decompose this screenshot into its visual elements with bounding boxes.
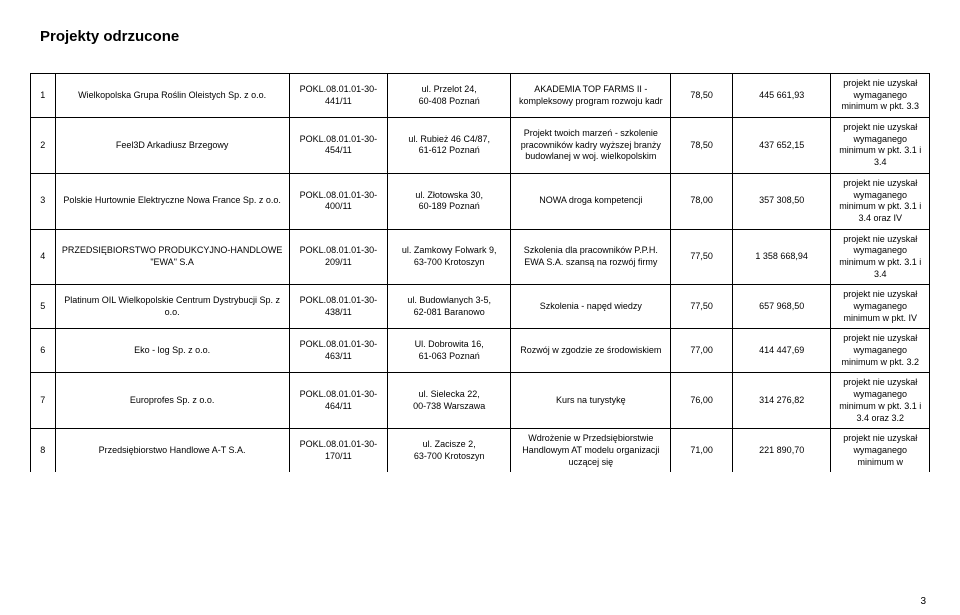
- score-cell: 77,00: [671, 329, 733, 373]
- amount-cell: 314 276,82: [732, 373, 831, 429]
- row-number: 8: [31, 429, 56, 473]
- row-number: 7: [31, 373, 56, 429]
- score-cell: 71,00: [671, 429, 733, 473]
- beneficiary-cell: Eko - log Sp. z o.o.: [55, 329, 289, 373]
- address-cell: ul. Zacisze 2, 63-700 Krotoszyn: [388, 429, 511, 473]
- page-number: 3: [920, 596, 926, 607]
- score-cell: 78,50: [671, 118, 733, 174]
- project-cell: NOWA droga kompetencji: [511, 173, 671, 229]
- beneficiary-cell: Platinum OIL Wielkopolskie Centrum Dystr…: [55, 285, 289, 329]
- beneficiary-cell: Polskie Hurtownie Elektryczne Nowa Franc…: [55, 173, 289, 229]
- row-number: 5: [31, 285, 56, 329]
- project-cell: AKADEMIA TOP FARMS II - kompleksowy prog…: [511, 74, 671, 118]
- reason-cell: projekt nie uzyskał wymaganego minimum w…: [831, 373, 930, 429]
- reason-cell: projekt nie uzyskał wymaganego minimum w: [831, 429, 930, 473]
- page-title: Projekty odrzucone: [40, 28, 930, 45]
- row-number: 3: [31, 173, 56, 229]
- beneficiary-cell: Europrofes Sp. z o.o.: [55, 373, 289, 429]
- score-cell: 78,00: [671, 173, 733, 229]
- code-cell: POKL.08.01.01-30-454/11: [289, 118, 388, 174]
- table-row: 5Platinum OIL Wielkopolskie Centrum Dyst…: [31, 285, 930, 329]
- amount-cell: 437 652,15: [732, 118, 831, 174]
- address-cell: Ul. Dobrowita 16, 61-063 Poznań: [388, 329, 511, 373]
- row-number: 1: [31, 74, 56, 118]
- beneficiary-cell: Feel3D Arkadiusz Brzegowy: [55, 118, 289, 174]
- reason-cell: projekt nie uzyskał wymaganego minimum w…: [831, 173, 930, 229]
- table-row: 6Eko - log Sp. z o.o.POKL.08.01.01-30-46…: [31, 329, 930, 373]
- code-cell: POKL.08.01.01-30-463/11: [289, 329, 388, 373]
- amount-cell: 357 308,50: [732, 173, 831, 229]
- project-cell: Szkolenia dla pracowników P.P.H. EWA S.A…: [511, 229, 671, 285]
- score-cell: 78,50: [671, 74, 733, 118]
- beneficiary-cell: Przedsiębiorstwo Handlowe A-T S.A.: [55, 429, 289, 473]
- amount-cell: 1 358 668,94: [732, 229, 831, 285]
- amount-cell: 414 447,69: [732, 329, 831, 373]
- score-cell: 77,50: [671, 285, 733, 329]
- score-cell: 76,00: [671, 373, 733, 429]
- table-row: 8Przedsiębiorstwo Handlowe A-T S.A.POKL.…: [31, 429, 930, 473]
- project-cell: Projekt twoich marzeń - szkolenie pracow…: [511, 118, 671, 174]
- row-number: 4: [31, 229, 56, 285]
- code-cell: POKL.08.01.01-30-438/11: [289, 285, 388, 329]
- project-cell: Kurs na turystykę: [511, 373, 671, 429]
- address-cell: ul. Zamkowy Folwark 9, 63-700 Krotoszyn: [388, 229, 511, 285]
- address-cell: ul. Rubież 46 C4/87, 61-612 Poznań: [388, 118, 511, 174]
- project-cell: Rozwój w zgodzie ze środowiskiem: [511, 329, 671, 373]
- table-row: 7Europrofes Sp. z o.o.POKL.08.01.01-30-4…: [31, 373, 930, 429]
- code-cell: POKL.08.01.01-30-400/11: [289, 173, 388, 229]
- amount-cell: 221 890,70: [732, 429, 831, 473]
- reason-cell: projekt nie uzyskał wymaganego minimum w…: [831, 118, 930, 174]
- project-cell: Szkolenia - napęd wiedzy: [511, 285, 671, 329]
- beneficiary-cell: Wielkopolska Grupa Roślin Oleistych Sp. …: [55, 74, 289, 118]
- address-cell: ul. Budowlanych 3-5, 62-081 Baranowo: [388, 285, 511, 329]
- amount-cell: 445 661,93: [732, 74, 831, 118]
- table-row: 3Polskie Hurtownie Elektryczne Nowa Fran…: [31, 173, 930, 229]
- code-cell: POKL.08.01.01-30-441/11: [289, 74, 388, 118]
- table-row: 1Wielkopolska Grupa Roślin Oleistych Sp.…: [31, 74, 930, 118]
- address-cell: ul. Sielecka 22, 00-738 Warszawa: [388, 373, 511, 429]
- reason-cell: projekt nie uzyskał wymaganego minimum w…: [831, 329, 930, 373]
- row-number: 2: [31, 118, 56, 174]
- address-cell: ul. Przelot 24, 60-408 Poznań: [388, 74, 511, 118]
- projects-table: 1Wielkopolska Grupa Roślin Oleistych Sp.…: [30, 73, 930, 472]
- address-cell: ul. Złotowska 30, 60-189 Poznań: [388, 173, 511, 229]
- row-number: 6: [31, 329, 56, 373]
- table-row: 2Feel3D Arkadiusz BrzegowyPOKL.08.01.01-…: [31, 118, 930, 174]
- reason-cell: projekt nie uzyskał wymaganego minimum w…: [831, 74, 930, 118]
- score-cell: 77,50: [671, 229, 733, 285]
- reason-cell: projekt nie uzyskał wymaganego minimum w…: [831, 285, 930, 329]
- code-cell: POKL.08.01.01-30-209/11: [289, 229, 388, 285]
- code-cell: POKL.08.01.01-30-170/11: [289, 429, 388, 473]
- code-cell: POKL.08.01.01-30-464/11: [289, 373, 388, 429]
- amount-cell: 657 968,50: [732, 285, 831, 329]
- beneficiary-cell: PRZEDSIĘBIORSTWO PRODUKCYJNO-HANDLOWE "E…: [55, 229, 289, 285]
- table-row: 4PRZEDSIĘBIORSTWO PRODUKCYJNO-HANDLOWE "…: [31, 229, 930, 285]
- reason-cell: projekt nie uzyskał wymaganego minimum w…: [831, 229, 930, 285]
- project-cell: Wdrożenie w Przedsiębiorstwie Handlowym …: [511, 429, 671, 473]
